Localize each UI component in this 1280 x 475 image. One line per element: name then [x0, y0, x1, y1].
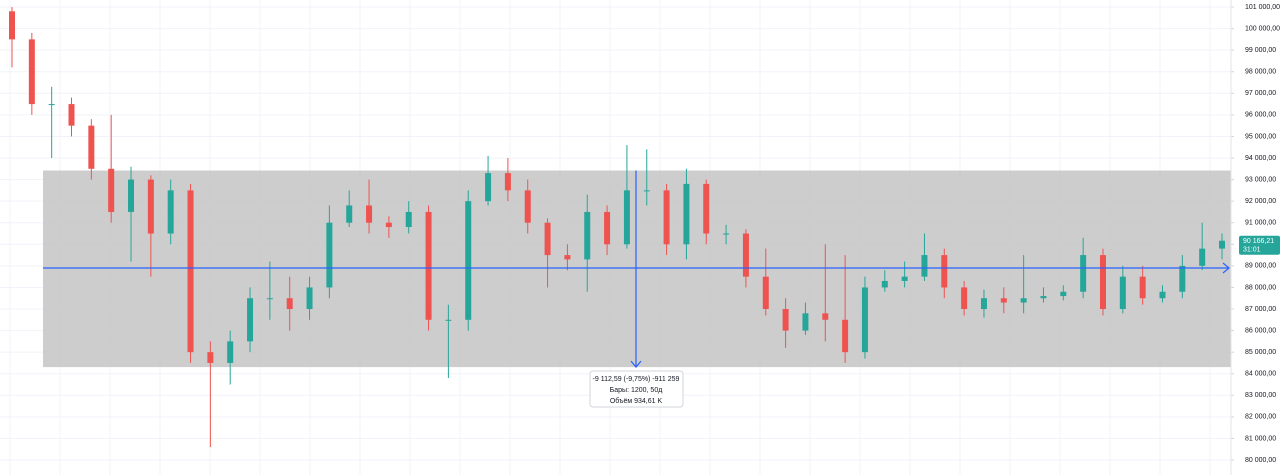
candle-body: [921, 255, 928, 277]
candle-body: [128, 179, 135, 212]
candle-body: [941, 255, 948, 288]
y-tick-label: 95 000,00: [1245, 133, 1276, 140]
last-price-label: 90 166,21: [1243, 238, 1274, 245]
candle-body: [108, 168, 115, 212]
candle-body: [147, 179, 154, 234]
candle-body: [1159, 291, 1166, 299]
y-tick-label: 85 000,00: [1245, 349, 1276, 356]
candle-body: [504, 173, 511, 191]
y-tick-label: 94 000,00: [1245, 155, 1276, 162]
price-range: [43, 170, 1231, 368]
y-tick-label: 93 000,00: [1245, 176, 1276, 183]
candle-body: [881, 280, 888, 288]
measure-label: Бары: 1200, 50д: [610, 387, 663, 394]
candle-body: [980, 298, 987, 310]
candle-body: [1080, 255, 1087, 292]
y-tick-label: 86 000,00: [1245, 327, 1276, 334]
candle-body: [366, 205, 373, 223]
candle-body: [663, 190, 670, 245]
candle-body: [385, 222, 392, 228]
candle-body: [802, 313, 809, 331]
y-tick-label: 99 000,00: [1245, 47, 1276, 54]
arrow-head: [630, 360, 642, 369]
last-price-tag: [1239, 235, 1280, 255]
candle-body: [485, 173, 492, 202]
candle-body: [1139, 276, 1146, 299]
candle-body: [465, 201, 472, 320]
candle-body: [425, 211, 432, 320]
candle-body: [1040, 296, 1047, 299]
candle-body: [901, 276, 908, 281]
y-tick-label: 100 000,00: [1245, 25, 1280, 32]
y-tick-label: 98 000,00: [1245, 69, 1276, 76]
candle-body: [524, 190, 531, 223]
measure-tooltip: [589, 370, 684, 408]
y-tick-label: 96 000,00: [1245, 112, 1276, 119]
candle-body: [544, 222, 551, 256]
y-tick-label: 97 000,00: [1245, 90, 1276, 97]
candle-body: [326, 222, 333, 288]
candle-body: [227, 341, 234, 363]
y-tick-label: 92 000,00: [1245, 198, 1276, 205]
candle-body: [306, 287, 313, 310]
candle-body: [88, 125, 95, 169]
y-tick-label: 91 000,00: [1245, 220, 1276, 227]
candle-body: [703, 183, 710, 234]
candle-body: [48, 104, 55, 106]
candle-body: [167, 190, 174, 234]
candle-body: [1000, 298, 1007, 303]
measure-label: Объём 934,61 K: [610, 397, 663, 405]
y-tick-label: 89 000,00: [1245, 263, 1276, 270]
candle-body: [9, 11, 15, 40]
candle-body: [28, 39, 35, 105]
candle-body: [822, 313, 829, 320]
candle-body: [68, 104, 75, 126]
candle-body: [1199, 248, 1206, 266]
y-tick-label: 81 000,00: [1245, 435, 1276, 442]
countdown-label: 31:01: [1243, 247, 1261, 254]
y-tick-label: 80 000,00: [1245, 457, 1276, 464]
candle-body: [1060, 291, 1067, 297]
candle-body: [564, 255, 571, 260]
y-tick-label: 101 000,00: [1245, 4, 1280, 11]
candle-body: [1119, 276, 1126, 310]
y-tick-label: 87 000,00: [1245, 306, 1276, 313]
candle-body: [842, 319, 849, 353]
candle-body: [584, 211, 591, 260]
candle-body: [1099, 255, 1106, 310]
candle-body: [266, 298, 273, 300]
candle-body: [782, 309, 789, 331]
y-tick-label: 84 000,00: [1245, 371, 1276, 378]
candle-body: [286, 298, 293, 310]
candle-body: [187, 190, 194, 353]
candle-body: [742, 233, 749, 277]
candle-body: [1219, 240, 1225, 249]
measure-label: -9 112,59 (-9,75%) -911 259: [593, 376, 680, 383]
candle-body: [723, 233, 730, 235]
candle-body: [604, 211, 611, 245]
candle-body: [207, 352, 214, 363]
y-tick-label: 82 000,00: [1245, 414, 1276, 421]
candle-body: [405, 211, 412, 228]
candle-body: [861, 287, 868, 353]
candle-body: [623, 190, 630, 245]
y-tick-label: 83 000,00: [1245, 392, 1276, 399]
candle-body: [445, 319, 452, 321]
candle-body: [762, 276, 769, 310]
candle-body: [1020, 298, 1027, 303]
candle-body: [961, 287, 968, 310]
candle-body: [346, 205, 353, 223]
y-tick-label: 88 000,00: [1245, 284, 1276, 291]
candle-body: [683, 183, 690, 245]
candle-body: [1179, 265, 1186, 292]
candle-body: [247, 298, 254, 342]
arrow-head: [1222, 262, 1230, 274]
candle-body: [643, 190, 650, 192]
